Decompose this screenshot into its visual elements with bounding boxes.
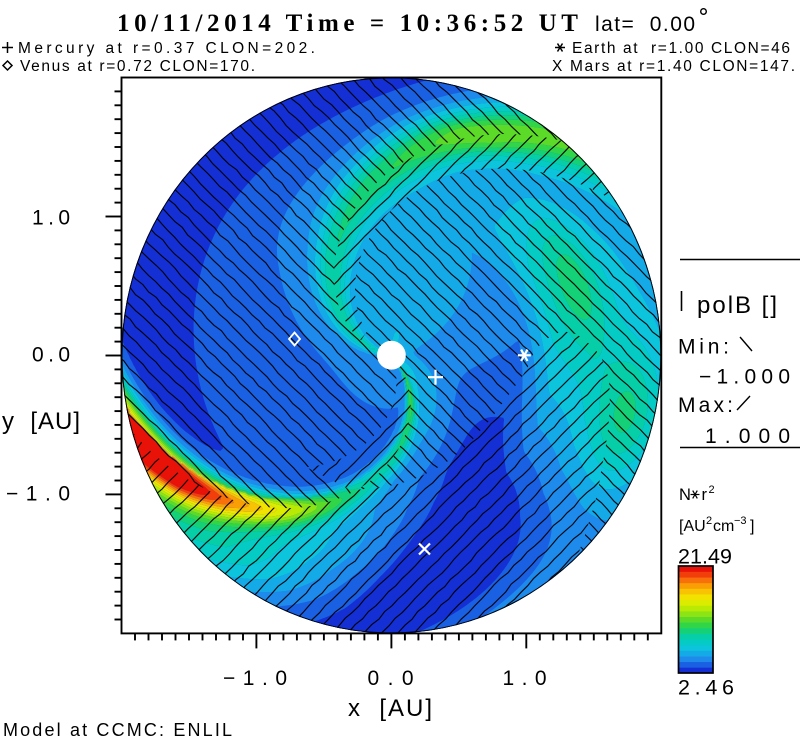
svg-text:Min:: Min:	[678, 336, 729, 359]
svg-text:2: 2	[706, 515, 712, 527]
svg-text:lat= 0.00: lat= 0.00	[595, 13, 695, 36]
svg-text:N: N	[679, 486, 691, 504]
svg-text:1.000: 1.000	[705, 425, 790, 448]
svg-text:0.0: 0.0	[368, 667, 414, 690]
svg-text:2: 2	[709, 484, 715, 496]
svg-text:Mercury at r=0.37 CLON=202.: Mercury at r=0.37 CLON=202.	[18, 40, 315, 57]
svg-text:y [AU]: y [AU]	[2, 408, 80, 435]
svg-text:[AU: [AU	[679, 518, 706, 535]
svg-text:polB []: polB []	[697, 292, 777, 319]
svg-text:1.0: 1.0	[503, 667, 547, 690]
svg-text:cm: cm	[713, 518, 734, 535]
svg-text:x [AU]: x [AU]	[348, 695, 432, 722]
svg-text:1.0: 1.0	[32, 207, 70, 230]
svg-text:Model at CCMC: ENLIL: Model at CCMC: ENLIL	[3, 720, 232, 740]
svg-text:r: r	[702, 486, 708, 504]
svg-text:2.46: 2.46	[678, 676, 734, 700]
svg-text:21.49: 21.49	[678, 545, 732, 569]
svg-text:Max:: Max:	[678, 394, 733, 417]
svg-text:−3: −3	[734, 515, 747, 527]
svg-text:Earth at r=1.00 CLON=46: Earth at r=1.00 CLON=46	[572, 40, 790, 57]
svg-text:Venus at r=0.72 CLON=170.: Venus at r=0.72 CLON=170.	[20, 58, 255, 75]
svg-text:X Mars at r=1.40 CLON=147.: X Mars at r=1.40 CLON=147.	[552, 58, 795, 75]
svg-text:−1.000: −1.000	[699, 366, 790, 389]
svg-text:0.0: 0.0	[32, 343, 70, 366]
svg-text:]: ]	[750, 518, 754, 535]
